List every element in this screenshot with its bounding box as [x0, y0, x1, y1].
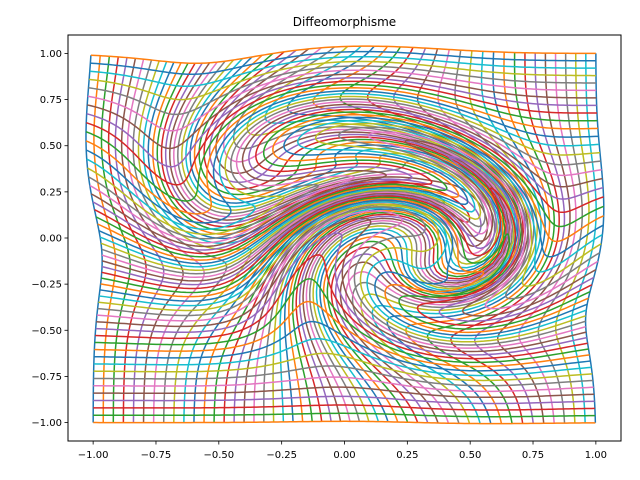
horizontal-grid-line: [90, 103, 603, 248]
horizontal-grid-line: [93, 404, 595, 411]
horizontal-grid-line: [94, 300, 590, 368]
horizontal-grid-line: [98, 203, 586, 343]
y-tick-label: −0.25: [31, 280, 62, 291]
horizontal-grid-line: [86, 92, 600, 231]
horizontal-grid-line: [85, 90, 599, 224]
horizontal-grid-line: [100, 122, 602, 287]
vertical-grid-line: [537, 53, 583, 424]
horizontal-grid-line: [101, 196, 591, 330]
horizontal-grid-line: [89, 100, 602, 244]
x-tick-label: −0.25: [266, 450, 297, 461]
grid-lines: [85, 45, 605, 425]
horizontal-grid-line: [99, 201, 587, 340]
horizontal-grid-line: [101, 131, 599, 310]
horizontal-grid-line: [101, 187, 593, 327]
chart-title: Diffeomorphisme: [293, 15, 396, 29]
horizontal-grid-line: [93, 412, 596, 418]
horizontal-grid-line: [93, 376, 594, 393]
y-tick-label: 0.50: [40, 141, 62, 152]
horizontal-grid-line: [101, 139, 597, 317]
horizontal-grid-line: [87, 95, 601, 236]
horizontal-grid-line: [97, 113, 604, 261]
y-tick-label: 1.00: [40, 49, 62, 60]
horizontal-grid-line: [93, 338, 592, 377]
y-tick-label: −0.75: [31, 372, 62, 383]
horizontal-grid-line: [85, 87, 598, 215]
horizontal-grid-line: [90, 45, 596, 65]
y-axis: −1.00 −0.75 −0.50 −0.25 0.00 0.25 0.50 0.75 1.00: [31, 49, 68, 429]
horizontal-grid-line: [94, 320, 591, 372]
horizontal-grid-line: [88, 65, 597, 116]
horizontal-grid-line: [99, 119, 603, 273]
horizontal-grid-line: [85, 83, 598, 202]
x-tick-label: 0.25: [396, 450, 418, 461]
y-tick-label: 0.75: [40, 95, 62, 106]
horizontal-grid-line: [93, 352, 593, 382]
horizontal-grid-line: [98, 116, 604, 265]
horizontal-grid-line: [96, 217, 587, 353]
horizontal-grid-line: [97, 206, 586, 346]
horizontal-grid-line: [89, 55, 596, 88]
horizontal-grid-line: [100, 197, 589, 334]
y-tick-label: −0.50: [31, 326, 62, 337]
x-tick-label: 1.00: [585, 450, 607, 461]
horizontal-grid-line: [96, 210, 586, 349]
horizontal-grid-line: [87, 73, 597, 150]
y-tick-label: −1.00: [31, 418, 62, 429]
horizontal-grid-line: [88, 98, 601, 240]
horizontal-grid-line: [93, 365, 593, 387]
x-tick-label: 0.50: [459, 450, 481, 461]
horizontal-grid-line: [94, 278, 589, 364]
horizontal-grid-line: [86, 77, 597, 168]
horizontal-grid-line: [101, 155, 595, 322]
x-tick-label: −1.00: [78, 450, 109, 461]
x-axis: −1.00 −0.75 −0.50 −0.25 0.00 0.25 0.50 0.75 1.00: [78, 441, 607, 461]
x-tick-label: 0.00: [333, 450, 355, 461]
horizontal-grid-line: [92, 106, 604, 251]
horizontal-grid-line: [93, 395, 595, 405]
y-tick-label: 0.25: [40, 187, 62, 198]
horizontal-grid-line: [99, 199, 588, 337]
horizontal-grid-line: [89, 60, 596, 101]
horizontal-grid-line: [90, 50, 596, 75]
y-tick-label: 0.00: [40, 234, 62, 245]
horizontal-grid-line: [93, 386, 595, 399]
x-tick-label: −0.50: [203, 450, 234, 461]
horizontal-grid-line: [86, 80, 597, 186]
horizontal-grid-line: [94, 108, 604, 255]
horizontal-grid-line: [101, 126, 601, 300]
horizontal-grid-line: [95, 254, 588, 360]
x-tick-label: 0.75: [522, 450, 544, 461]
horizontal-grid-line: [93, 420, 596, 425]
horizontal-grid-line: [95, 111, 605, 258]
vertical-grid-line: [85, 55, 103, 423]
horizontal-grid-line: [87, 69, 597, 132]
x-tick-label: −0.75: [141, 450, 172, 461]
horizontal-grid-line: [95, 232, 587, 356]
